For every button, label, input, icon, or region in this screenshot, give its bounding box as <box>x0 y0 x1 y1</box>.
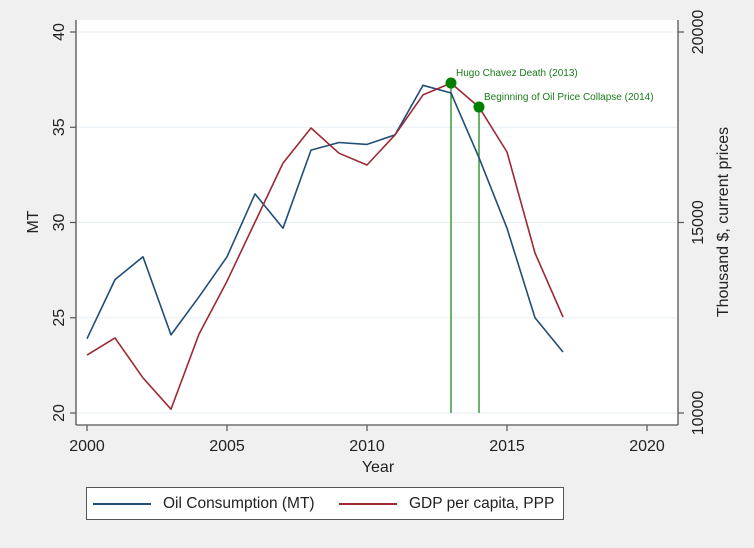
x-tick-label: 2010 <box>349 438 385 455</box>
x-tick-label: 2005 <box>209 438 245 455</box>
y-left-tick-label: 35 <box>51 118 68 136</box>
legend-label-gdp: GDP per capita, PPP <box>409 494 555 512</box>
annotation-label: Hugo Chavez Death (2013) <box>456 68 578 79</box>
series-layer <box>86 82 564 411</box>
x-axis-title: Year <box>362 459 395 476</box>
x-axis-ticks: 2000 2005 2010 2015 2020 <box>69 425 665 455</box>
legend-item-oil: Oil Consumption (MT) <box>93 488 315 519</box>
x-tick-label: 2020 <box>629 438 665 455</box>
oil-consumption-line <box>86 84 564 353</box>
y-right-axis-ticks: 10000 15000 20000 <box>678 10 707 436</box>
y-left-tick-label: 30 <box>51 214 68 232</box>
annotation-marker <box>473 101 485 113</box>
legend-item-gdp: GDP per capita, PPP <box>339 488 554 519</box>
y-right-tick-label: 15000 <box>690 200 707 245</box>
y-left-axis-title: MT <box>25 210 42 233</box>
y-right-tick-label: 10000 <box>690 391 707 436</box>
legend-swatch-gdp <box>339 502 397 505</box>
y-left-tick-label: 20 <box>51 404 68 422</box>
y-right-tick-label: 20000 <box>690 10 707 55</box>
y-left-tick-label: 40 <box>51 23 68 41</box>
annotation-marker <box>445 77 457 89</box>
x-tick-label: 2000 <box>69 438 105 455</box>
gdp-per-capita-line <box>86 82 564 411</box>
legend: Oil Consumption (MT) GDP per capita, PPP <box>86 487 564 520</box>
legend-label-oil: Oil Consumption (MT) <box>163 494 315 512</box>
annotation-markers: Hugo Chavez Death (2013) Beginning of Oil… <box>445 68 654 113</box>
gridlines <box>77 31 677 414</box>
annotation-label: Beginning of Oil Price Collapse (2014) <box>484 92 654 103</box>
legend-swatch-oil <box>93 502 151 505</box>
x-tick-label: 2015 <box>489 438 525 455</box>
y-right-axis-title: Thousand $, current prices <box>715 127 732 317</box>
y-left-tick-label: 25 <box>51 309 68 327</box>
y-left-axis-ticks: 20 25 30 35 40 <box>51 23 76 422</box>
